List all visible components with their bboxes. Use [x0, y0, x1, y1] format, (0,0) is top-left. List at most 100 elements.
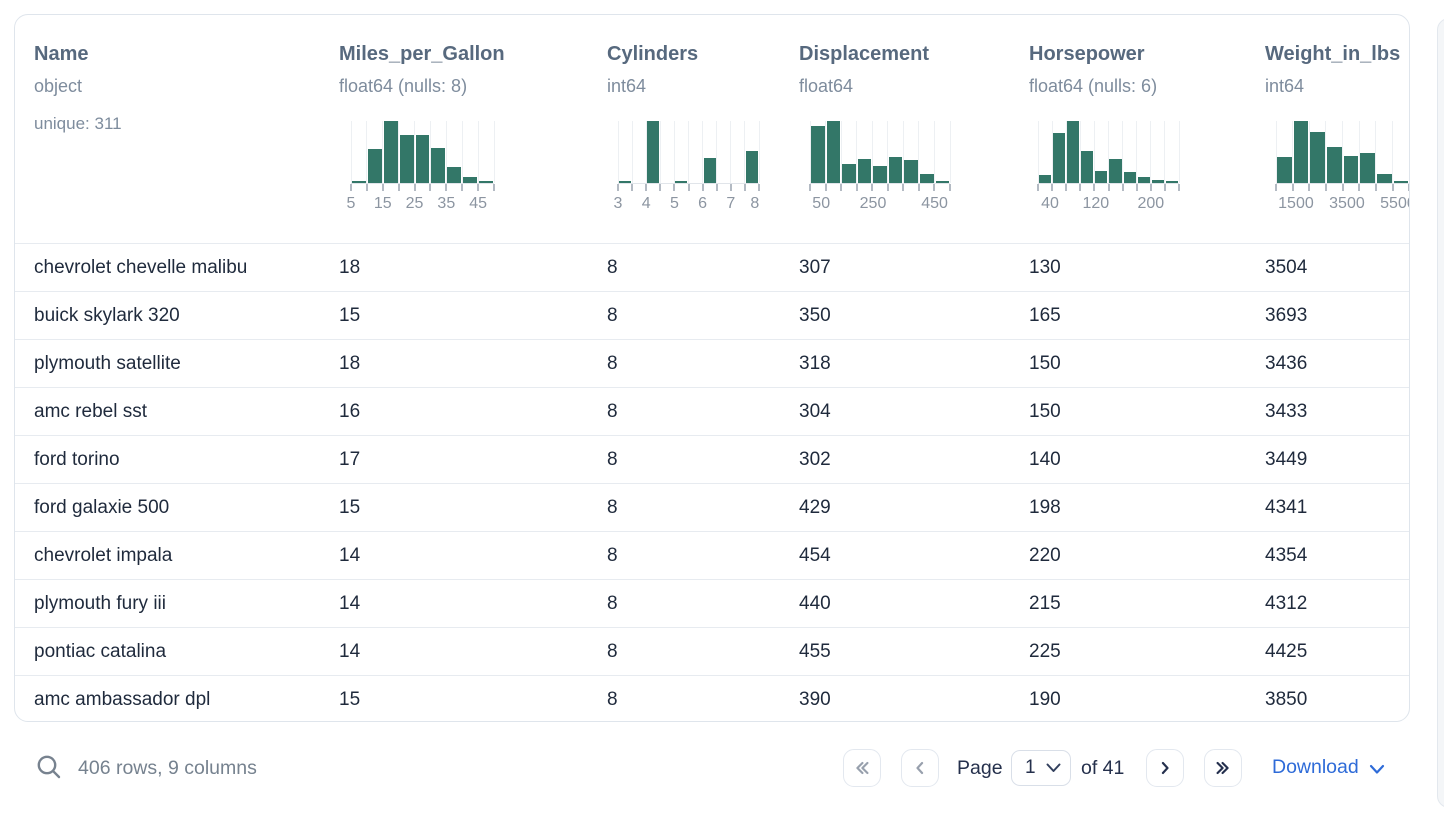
histogram-axis-label: 5500 [1380, 195, 1409, 212]
histogram-bar [703, 158, 716, 183]
histogram-gridline [1178, 121, 1180, 183]
histogram-gridline [398, 121, 400, 183]
histogram-gridline [659, 121, 661, 183]
histogram-gridline [730, 121, 732, 183]
column-header-cylinders[interactable]: Cylinders [607, 43, 699, 65]
table-cell: 198 [1029, 497, 1061, 518]
histogram-bar [842, 164, 856, 183]
column-header-miles_per_gallon[interactable]: Miles_per_Gallon [339, 43, 505, 65]
search-icon[interactable] [35, 753, 63, 781]
table-row: ford galaxie 500 15 8 429 198 4341 [15, 483, 1409, 531]
histogram-axis-label: 35 [437, 195, 456, 212]
histogram-weight_in_lbs: 1500 3500 5500 [1275, 121, 1409, 217]
histogram-bar [479, 181, 494, 183]
histogram-axis-label: 6 [698, 195, 708, 212]
histogram-bars [1276, 121, 1409, 183]
histogram-tick [445, 184, 448, 191]
page-select[interactable]: 1 [1011, 750, 1071, 786]
table-cell: 220 [1029, 545, 1061, 566]
histogram-bin [674, 121, 688, 183]
histogram-tick [673, 184, 676, 191]
histogram-bar [1123, 172, 1136, 183]
histogram-tick [715, 184, 718, 191]
histogram-tick [1149, 184, 1152, 191]
column-header-weight_in_lbs[interactable]: Weight_in_lbs [1265, 43, 1401, 65]
column-header-displacement[interactable]: Displacement [799, 43, 930, 65]
first-page-button[interactable] [843, 749, 881, 787]
histogram-bin [367, 121, 383, 183]
histogram-tick [1374, 184, 1377, 191]
histogram-gridline [856, 121, 858, 183]
histogram-gridline [617, 121, 619, 183]
histogram-tick [1051, 184, 1054, 191]
histogram-bin [1066, 121, 1080, 183]
column-header-name[interactable]: Name [34, 43, 89, 65]
histogram-tick [1291, 184, 1294, 191]
histogram-tick [1065, 184, 1068, 191]
histogram-gridline [631, 121, 633, 183]
histogram-tick [413, 184, 416, 191]
histogram-gridline [887, 121, 889, 183]
chevron-down-icon [1046, 763, 1061, 772]
histogram-bar [811, 126, 825, 183]
histogram-gridline [1342, 121, 1344, 183]
histogram-bin [857, 121, 873, 183]
download-button[interactable]: Download [1272, 756, 1385, 779]
histogram-bar [904, 160, 918, 183]
histogram-gridline [1108, 121, 1109, 183]
table-cell: 302 [799, 449, 831, 470]
histogram-axis-label: 15 [373, 195, 392, 212]
histogram-gridline [1150, 121, 1152, 183]
table-cell: 14 [339, 545, 361, 566]
column-dtype-miles_per_gallon: float64 (nulls: 8) [339, 76, 468, 96]
column-header-horsepower[interactable]: Horsepower [1029, 43, 1145, 65]
histogram-gridline [461, 121, 463, 183]
histogram-gridline [493, 121, 495, 183]
histogram-bars [810, 121, 950, 183]
histogram-axis-label: 5 [669, 195, 679, 212]
histogram-bin [618, 121, 632, 183]
histogram-bin [1052, 121, 1066, 183]
table-body: chevrolet chevelle malibu 18 8 307 130 3504 bu… [15, 243, 1409, 721]
pages-total-label: of 41 [1081, 757, 1125, 779]
next-page-button[interactable] [1146, 749, 1184, 787]
histogram-tick [1391, 184, 1394, 191]
histogram-tick [617, 184, 619, 191]
histogram-gridline [366, 121, 368, 183]
histogram-bin [1123, 121, 1137, 183]
chevron-right-icon [1161, 761, 1169, 775]
histogram-axis-label: 25 [405, 195, 424, 212]
histogram-axis-label: 250 [859, 195, 887, 212]
histogram-bin [919, 121, 935, 183]
histogram-bar [1081, 151, 1094, 183]
table-cell: 16 [339, 401, 361, 422]
histogram-tick [631, 184, 634, 191]
histogram-bin [1293, 121, 1310, 183]
histogram-bars [618, 121, 759, 183]
prev-page-button[interactable] [901, 749, 939, 787]
histogram-gridline [1136, 121, 1138, 183]
histogram-bars [351, 121, 494, 183]
histogram-bin [1326, 121, 1343, 183]
double-chevron-right-icon [1216, 761, 1229, 775]
histogram-axis-label: 3 [613, 195, 623, 212]
table-cell: 8 [607, 593, 618, 614]
histogram-tick [1275, 184, 1277, 191]
table-cell: 307 [799, 257, 831, 278]
histogram-gridline [1292, 121, 1294, 183]
histogram-bin [660, 121, 674, 183]
histogram-bin [646, 121, 660, 183]
histogram-gridline [1037, 121, 1039, 183]
histogram-gridline [1079, 121, 1081, 183]
table-cell: chevrolet impala [34, 545, 173, 566]
histogram-gridline [1308, 121, 1310, 183]
last-page-button[interactable] [1204, 749, 1242, 787]
histogram-bin [1309, 121, 1326, 183]
histogram-gridline [1358, 121, 1360, 183]
histogram-tick [397, 184, 400, 191]
table-cell: 15 [339, 497, 361, 518]
histogram-bar [1095, 171, 1108, 183]
table-row: ford torino 17 8 302 140 3449 [15, 435, 1409, 483]
table-cell: 350 [799, 305, 831, 326]
histogram-tick [1107, 184, 1110, 191]
